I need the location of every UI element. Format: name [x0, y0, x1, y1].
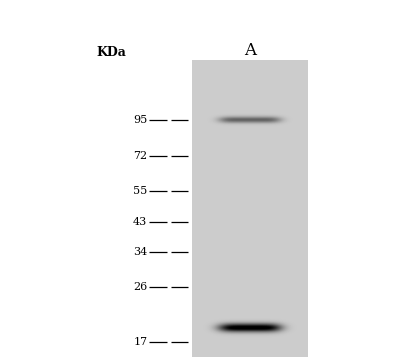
Text: A: A [244, 41, 256, 59]
Text: 43: 43 [133, 217, 147, 227]
Text: 34: 34 [133, 248, 147, 257]
Text: KDa: KDa [97, 46, 127, 59]
Text: 26: 26 [133, 282, 147, 292]
Text: 17: 17 [133, 337, 147, 347]
Text: 95: 95 [133, 115, 147, 125]
Text: 72: 72 [133, 151, 147, 161]
Text: 55: 55 [133, 186, 147, 195]
